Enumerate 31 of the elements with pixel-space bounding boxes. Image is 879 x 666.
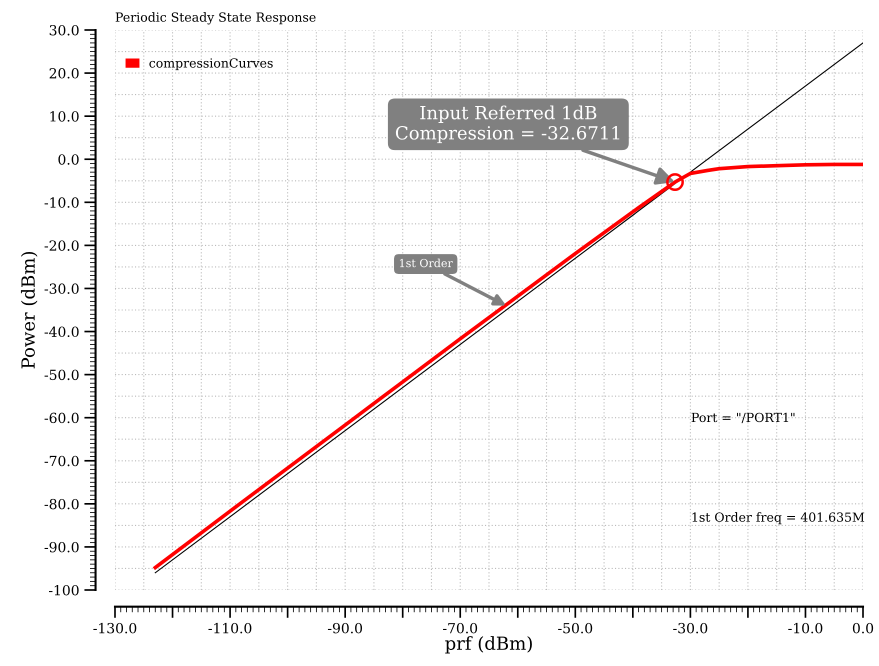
x-tick-label: -70.0 (443, 622, 478, 634)
y-tick-label: 20.0 (50, 68, 79, 79)
y-tick-label: -10.0 (44, 197, 79, 208)
annotation: Input Referred 1dB Compression = -32.6711 (396, 105, 620, 144)
y-tick-label: 0.0 (58, 154, 79, 165)
x-tick-label: -90.0 (328, 622, 362, 634)
x-tick-label: -10.0 (788, 622, 822, 634)
annotation: Port = "/PORT1" (692, 412, 794, 424)
x-tick-label: -130.0 (93, 622, 136, 634)
y-tick-label: -50.0 (44, 370, 79, 380)
y-tick-label: -40.0 (44, 326, 79, 338)
chart-title: Periodic Steady State Response (116, 12, 316, 24)
x-tick-label: -110.0 (208, 622, 252, 634)
annotation: 1st Order freq = 401.635M (692, 512, 864, 524)
annotation: 1st Order (400, 258, 453, 268)
y-tick-label: -20.0 (44, 240, 79, 251)
y-tick-label: -90.0 (44, 542, 79, 552)
y-tick-label: 10.0 (50, 111, 79, 122)
y-tick-label: -30.0 (44, 283, 79, 294)
y-axis-title: Power (dBm) (20, 252, 38, 368)
x-tick-label: -50.0 (558, 622, 592, 634)
x-tick-label: -30.0 (673, 622, 708, 634)
y-tick-label: -60.0 (44, 412, 79, 424)
y-tick-label: 30.0 (50, 24, 79, 36)
y-tick-label: -80.0 (44, 498, 79, 510)
x-tick-label: 0.0 (852, 622, 874, 634)
line-series (153, 162, 863, 570)
x-axis-title: prf (dBm) (445, 636, 532, 654)
legend-label: compressionCurves (149, 58, 273, 70)
y-tick-label: -100 (48, 584, 79, 596)
y-tick-label: -70.0 (44, 456, 79, 466)
